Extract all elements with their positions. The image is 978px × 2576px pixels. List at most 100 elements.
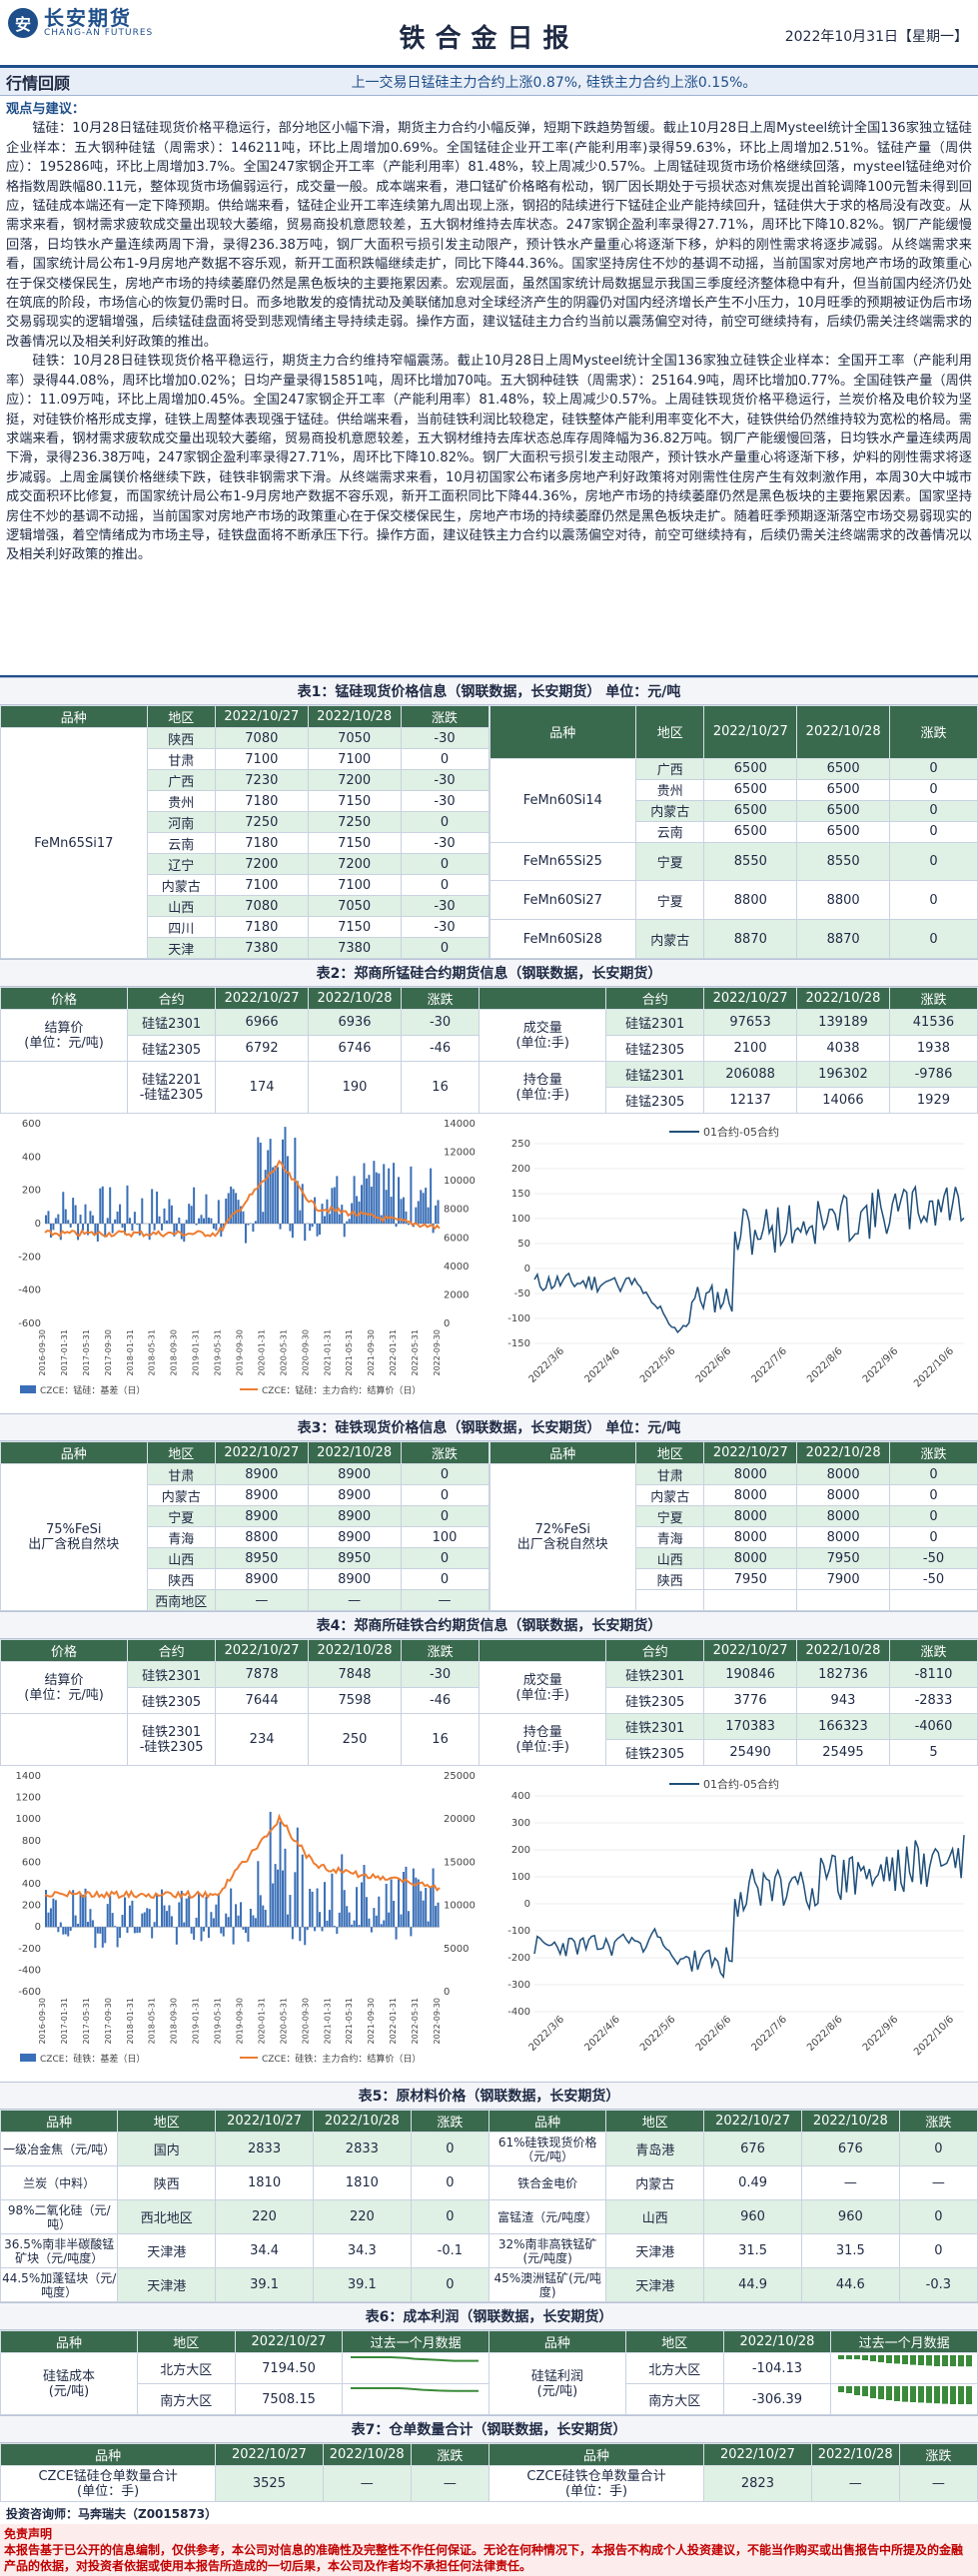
basis-bar [378, 1174, 380, 1224]
basis-bar [154, 1224, 156, 1231]
th: 合约 [606, 1640, 704, 1662]
table-cell: 山西 [606, 2200, 704, 2234]
table-cell: -30 [401, 728, 489, 749]
basis-bar [164, 1906, 166, 1928]
table-cell: 内蒙古 [636, 1485, 704, 1506]
y-tick-left: 400 [22, 1152, 41, 1163]
table-cell: 0 [401, 812, 489, 833]
basis-bar [57, 1927, 59, 1932]
table-cell: 44.6 [801, 2268, 899, 2302]
table-cell: 0 [411, 2166, 489, 2200]
table-cell: 0 [899, 2234, 977, 2268]
y-tick: -100 [507, 1926, 530, 1937]
table-cell: 云南 [147, 833, 215, 854]
y-tick: -300 [507, 1980, 530, 1991]
th: 涨跌 [890, 1442, 978, 1464]
basis-bar [117, 1212, 119, 1224]
report-date: 2022年10月31日【星期一】 [785, 26, 968, 46]
table-cell: 100 [401, 1527, 489, 1548]
basis-bar [168, 1199, 170, 1224]
y-tick-right: 10000 [444, 1901, 476, 1912]
th: 2022/10/28 [323, 2444, 411, 2466]
table-cell: 内蒙古 [147, 1485, 215, 1506]
th: 2022/10/27 [215, 1442, 308, 1464]
x-tick-label: 2020-01-31 [257, 1998, 266, 2045]
basis-bar [233, 1927, 235, 1944]
table-cell: 676 [801, 2133, 899, 2166]
basis-bar [225, 1199, 227, 1224]
x-tick-label: 2020-09-30 [301, 1329, 310, 1376]
table-cell: 硅锰2301 [606, 1010, 704, 1036]
table-cell: 25490 [704, 1740, 797, 1766]
table-cell: 宁夏 [147, 1506, 215, 1527]
basis-bar [223, 1927, 225, 1936]
sparkline-bar [854, 2386, 860, 2395]
x-tick-label: 2018-05-31 [148, 1329, 157, 1376]
basis-bar [270, 1139, 272, 1224]
basis-bar [203, 1219, 205, 1224]
basis-bar [326, 1921, 328, 1927]
basis-bar [425, 1888, 427, 1927]
table-cell: 0 [890, 800, 978, 821]
basis-bar [331, 1874, 333, 1927]
x-tick-label: 2017-01-31 [60, 1329, 69, 1376]
th: 2022/10/28 [313, 2111, 411, 2133]
table-cell: 0 [401, 1548, 489, 1569]
x-tick-label: 2017-05-31 [82, 1329, 91, 1376]
th: 地区 [636, 1442, 704, 1464]
basis-bar [435, 1206, 437, 1224]
basis-bar [354, 1176, 356, 1224]
disclaimer: 免责声明 本报告基于已公开的信息编制，仅供参考，本公司对信息的准确性及完整性不作… [0, 2524, 978, 2576]
th: 2022/10/28 [797, 706, 890, 759]
basis-bar [225, 1914, 227, 1928]
y-tick-right: 12000 [444, 1148, 476, 1159]
table-cell: 8550 [704, 842, 797, 881]
table-cell: 139189 [797, 1010, 890, 1036]
table-cell: — [401, 1590, 489, 1611]
table-cell: 0 [899, 2200, 977, 2234]
basis-bar [275, 1166, 277, 1224]
basis-bar [312, 1224, 314, 1227]
table-cell: 0 [411, 2268, 489, 2302]
basis-bar [398, 1879, 400, 1927]
basis-bar [107, 1904, 109, 1927]
table-cell: 0 [401, 938, 489, 959]
x-tick-label: 2019-05-31 [214, 1329, 223, 1376]
basis-bar [423, 1901, 425, 1928]
sparkline-bar [926, 2386, 932, 2403]
table-cell: 6500 [704, 758, 797, 779]
table-cell: 206088 [704, 1062, 797, 1088]
basis-bar [317, 1889, 319, 1928]
table-cell: — [899, 2466, 977, 2502]
table-cell: 成交量(单位:手) [480, 1662, 606, 1714]
th: 涨跌 [899, 2444, 977, 2466]
basis-bar [99, 1189, 101, 1224]
table-cell: -4060 [889, 1714, 977, 1740]
table-cell: -50 [890, 1548, 978, 1569]
basis-bar [178, 1218, 180, 1224]
basis-bar [341, 1854, 343, 1927]
table-cell: -46 [401, 1036, 479, 1062]
basis-bar [396, 1224, 398, 1227]
table-cell: -50 [890, 1569, 978, 1590]
basis-bar [317, 1224, 319, 1237]
basis-bar [366, 1179, 368, 1224]
th: 2022/10/27 [216, 1640, 309, 1662]
basis-bar [428, 1922, 430, 1928]
basis-bar [420, 1891, 422, 1927]
sparkline-bar [942, 2355, 948, 2366]
table-cell: 0 [890, 821, 978, 842]
sparkline-bar [902, 2355, 908, 2364]
table6-caption: 表6：成本利润（钢联数据，长安期货） [0, 2302, 978, 2330]
basis-bar [85, 1205, 87, 1224]
profit-sparkline [831, 2384, 978, 2415]
legend-label: 01合约-05合约 [703, 1777, 779, 1791]
table-cell: 7100 [308, 749, 401, 770]
table-cell: CZCE硅铁仓单数量合计(单位：手) [489, 2466, 703, 2502]
table-cell: 6500 [797, 758, 890, 779]
